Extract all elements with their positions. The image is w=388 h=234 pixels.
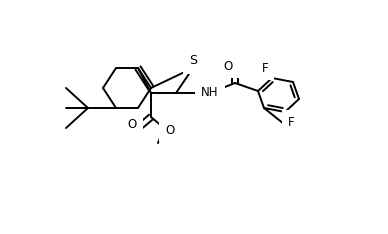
Text: O: O bbox=[223, 59, 233, 73]
Text: S: S bbox=[189, 55, 197, 67]
Text: F: F bbox=[288, 116, 294, 128]
Text: NH: NH bbox=[201, 85, 219, 99]
Text: F: F bbox=[262, 62, 268, 74]
Text: O: O bbox=[127, 118, 137, 132]
Text: O: O bbox=[165, 124, 175, 136]
